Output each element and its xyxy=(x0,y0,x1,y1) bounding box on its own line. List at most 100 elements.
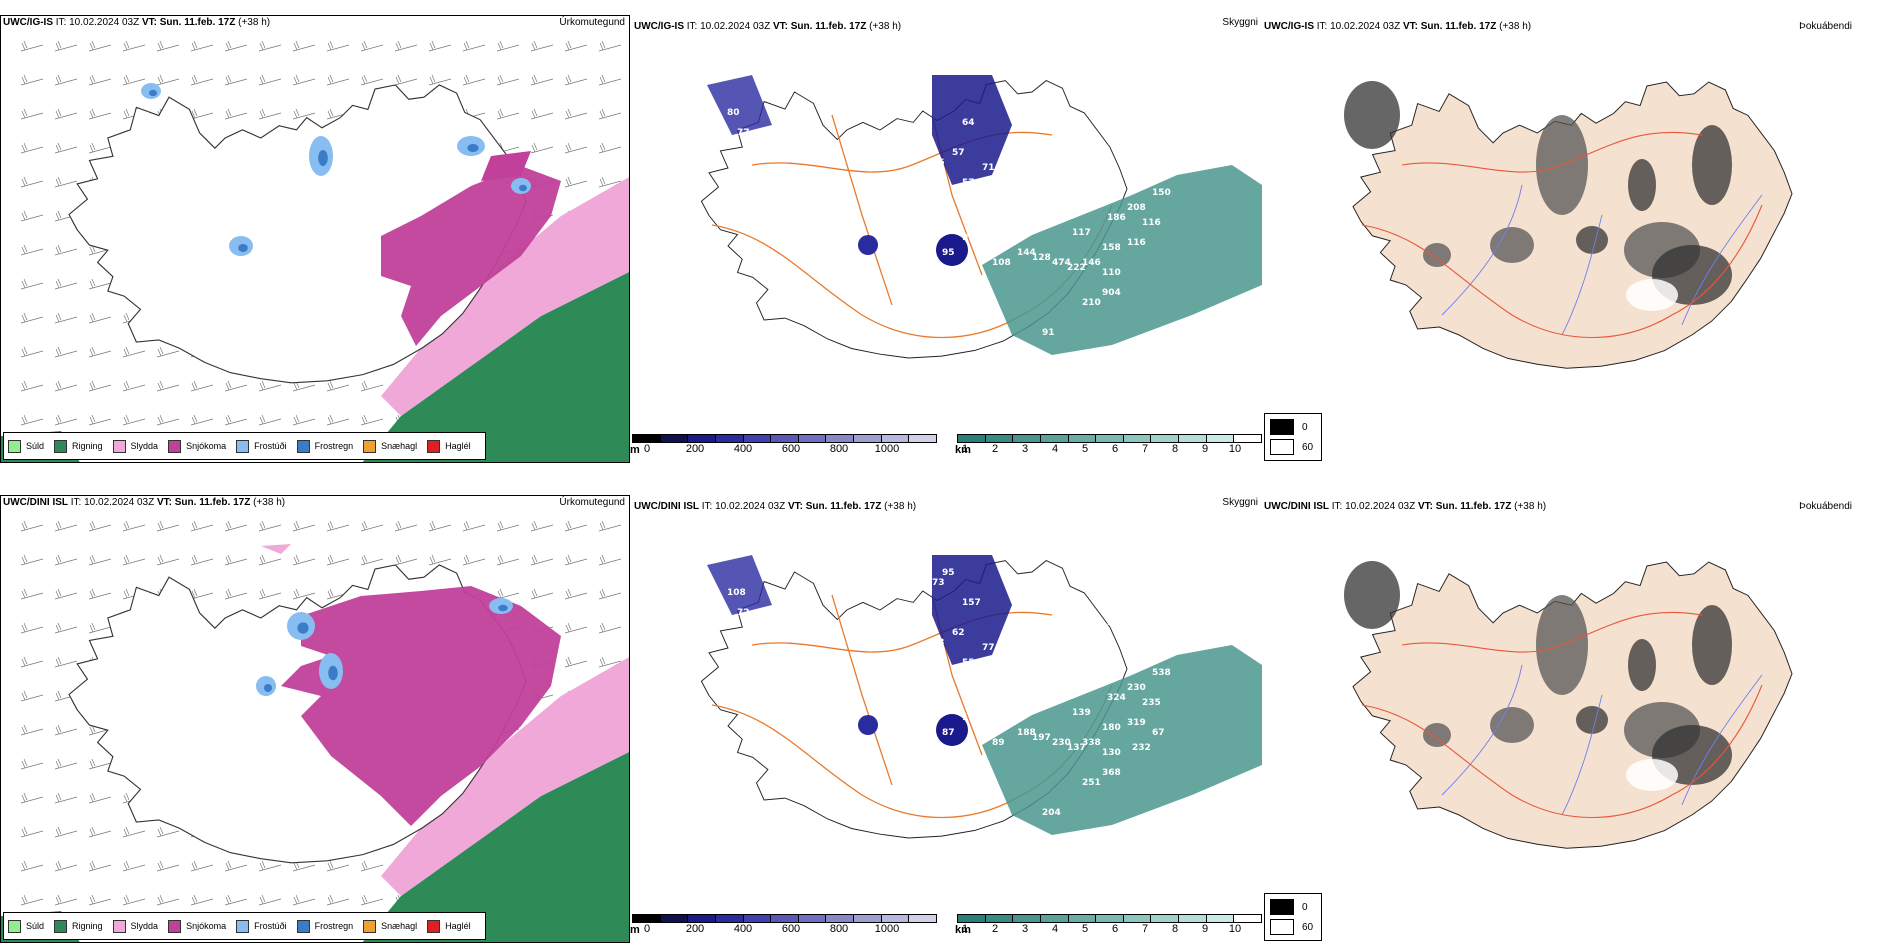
visibility-value-label: 90 xyxy=(1017,198,1030,208)
legend-label: Snjókoma xyxy=(186,441,227,451)
colorbar-ticks: 1 2 3 4 5 6 7 8 9 10 xyxy=(957,923,1262,935)
colorbar-cell xyxy=(1096,915,1124,922)
visibility-colorbar: 1 2 3 4 5 6 7 8 9 10 km xyxy=(955,434,1262,456)
colorbar-tick-label: 1 xyxy=(961,923,969,935)
colorbar-ticks: 0 200 400 600 800 1000 xyxy=(632,443,937,455)
precip-map-panel-bottom: UWC/DINI ISL IT: 10.02.2024 03Z VT: Sun.… xyxy=(0,495,630,943)
visibility-map-panel-bottom: 73 62 55 77 108 72 87 113 89 188 197 230 137 338 139 18… xyxy=(632,495,1262,943)
colorbar-strip xyxy=(632,914,937,923)
visibility-value-label: 126 xyxy=(1082,658,1101,668)
visibility-value-label: 57 xyxy=(952,148,965,158)
visibility-value-label: 95 xyxy=(942,568,955,578)
visibility-value-label: 55 xyxy=(962,658,975,668)
legend-label: Frostúði xyxy=(254,921,287,931)
visibility-value-label: 230 xyxy=(1127,683,1146,693)
colorbar-tick-label: 1 xyxy=(961,443,969,455)
legend-swatch xyxy=(427,439,441,453)
visibility-value-label: 146 xyxy=(1082,258,1101,268)
colorbar-tick-label: 10 xyxy=(1228,923,1242,935)
visibility-value-label: 338 xyxy=(1082,738,1101,748)
legend-swatch xyxy=(54,919,68,933)
legend-label: Frostúði xyxy=(254,441,287,451)
legend-label: Frostregn xyxy=(314,441,354,451)
legend-label: Rigning xyxy=(72,441,103,451)
visibility-value-label: 157 xyxy=(962,598,981,608)
colorbar-tick-label: 7 xyxy=(1141,923,1149,935)
colorbar-tick-label: 2 xyxy=(991,443,999,455)
legend-swatch xyxy=(296,439,310,453)
legend-label: Slydda xyxy=(130,441,159,451)
fog-map-bottom xyxy=(1344,561,1793,849)
fog-index-legend: 0 60 xyxy=(1264,413,1322,461)
panel-header: UWC/DINI ISL IT: 10.02.2024 03Z VT: Sun.… xyxy=(1264,501,1547,512)
visibility-value-label: 197 xyxy=(1032,733,1051,743)
visibility-value-label: 87 xyxy=(942,728,955,738)
field-title: Úrkomutegund xyxy=(559,17,625,28)
visibility-value-label: 538 xyxy=(1152,668,1171,678)
visibility-map-panel-top: 56 57 57 71 80 77 95 90 108 144 128 474 222 146 117 158… xyxy=(632,15,1262,463)
visibility-value-label: 658 xyxy=(1102,183,1121,193)
legend-label: 60 xyxy=(1302,921,1314,933)
legend-label: Snjókoma xyxy=(186,921,227,931)
colorbar-cell xyxy=(826,435,855,442)
colorbar-cell xyxy=(1151,435,1180,442)
visibility-value-label: 80 xyxy=(727,108,740,118)
colorbar-cell xyxy=(1206,915,1235,922)
field-title: Úrkomutegund xyxy=(559,497,625,508)
visibility-value-label: 584 xyxy=(1077,623,1096,633)
fog-map-top xyxy=(1344,81,1793,369)
visibility-value-label: 192 xyxy=(832,713,851,723)
visibility-value-label: 235 xyxy=(1142,698,1161,708)
visibility-value-label: 158 xyxy=(1102,243,1121,253)
colorbar-ticks: 0 200 400 600 800 1000 xyxy=(632,923,937,935)
precip-legend-item: Frostúði xyxy=(236,439,287,453)
colorbar-tick-label: 200 xyxy=(685,443,705,455)
visibility-value-label: 232 xyxy=(1132,743,1151,753)
precip-legend-item: Slydda xyxy=(112,919,159,933)
colorbar-cell xyxy=(1068,435,1097,442)
precip-legend-item: Súld xyxy=(8,439,44,453)
colorbar-tick-label: 6 xyxy=(1111,923,1119,935)
legend-swatch xyxy=(296,919,310,933)
legend-swatch xyxy=(236,919,250,933)
colorbar-cell xyxy=(1096,435,1124,442)
colorbar-cell xyxy=(715,435,744,442)
visibility-value-label: 108 xyxy=(992,258,1011,268)
visibility-value-label: 108 xyxy=(727,588,746,598)
colorbar-cell xyxy=(1179,915,1207,922)
visibility-value-label: 186 xyxy=(1107,213,1126,223)
colorbar-tick-label: 800 xyxy=(829,923,849,935)
visibility-value-label: 184 xyxy=(1002,703,1021,713)
visibility-value-label: 144 xyxy=(1017,248,1036,258)
colorbar-unit: km xyxy=(955,924,971,936)
visibility-value-label: 14 xyxy=(832,233,845,243)
colorbar-tick-label: 7 xyxy=(1141,443,1149,455)
colorbar-tick-label: 400 xyxy=(733,923,753,935)
precip-legend-item: Frostúði xyxy=(236,919,287,933)
legend-label: Slydda xyxy=(130,921,159,931)
legend-label: Súld xyxy=(26,921,45,931)
colorbar-cell xyxy=(715,915,744,922)
visibility-value-label: 67 xyxy=(1152,728,1165,738)
visibility-value-label: 251 xyxy=(1082,778,1101,788)
visibility-value-label: 73 xyxy=(1107,138,1120,148)
field-title: Skyggni xyxy=(1222,497,1258,508)
legend-swatch xyxy=(112,919,126,933)
fog-map-panel-bottom: UWC/DINI ISL IT: 10.02.2024 03Z VT: Sun.… xyxy=(1262,495,1900,943)
visibility-value-label: 204 xyxy=(1042,808,1061,818)
legend-swatch xyxy=(363,919,377,933)
colorbar-tick-label: 6 xyxy=(1111,443,1119,455)
visibility-value-label: 73 xyxy=(932,638,945,648)
fog-legend-item: 60 xyxy=(1270,439,1313,455)
colorbar-cell xyxy=(1234,915,1262,922)
colorbar-tick-label: 800 xyxy=(829,443,849,455)
colorbar-cell xyxy=(881,915,910,922)
colorbar-cell xyxy=(771,435,799,442)
colorbar-cell xyxy=(854,915,882,922)
legend-swatch xyxy=(1270,919,1294,935)
visibility-value-label: 57 xyxy=(962,178,975,188)
visibility-value-label: 440 xyxy=(1077,143,1096,153)
legend-swatch xyxy=(168,919,182,933)
colorbar-cell xyxy=(1179,435,1207,442)
